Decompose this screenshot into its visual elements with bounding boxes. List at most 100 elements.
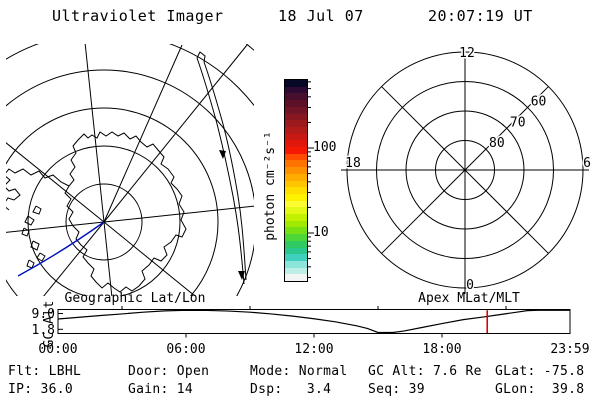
latitude-circle — [6, 107, 219, 296]
colorbar-label-10: 10 — [313, 225, 329, 240]
colorbar — [284, 79, 308, 282]
orbit-track-line — [103, 44, 183, 223]
mlt-spoke-21 — [381, 86, 466, 171]
colorbar-step-18 — [285, 200, 307, 208]
gc-alt-curve — [57, 309, 570, 334]
colorbar-step-23 — [285, 234, 307, 241]
arrow-icon — [219, 150, 226, 159]
coastline-segment — [203, 61, 247, 281]
colorbar-step-14 — [285, 173, 307, 181]
colorbar-label-100: 100 — [313, 140, 337, 155]
meridian — [103, 44, 248, 223]
meridian-lines — [6, 44, 254, 296]
colorbar-step-7 — [285, 126, 307, 134]
mlt-label-0: 0 — [466, 278, 474, 293]
colorbar-step-5 — [285, 113, 307, 121]
colorbar-ticks — [307, 81, 314, 278]
status-mode: Mode: Normal — [250, 364, 348, 379]
y-tick-label-9.0: 9.0 — [32, 307, 55, 322]
mlat-label-60: 60 — [531, 94, 547, 109]
colorbar-step-24 — [285, 240, 307, 248]
colorbar-step-29 — [285, 274, 307, 282]
mlat-label-70: 70 — [510, 115, 526, 130]
x-tick-label-12:00: 12:00 — [294, 342, 333, 357]
colorbar-step-13 — [285, 167, 307, 174]
colorbar-step-15 — [285, 180, 307, 188]
colorbar-step-12 — [285, 160, 307, 168]
colorbar-step-19 — [285, 207, 307, 215]
title-time: 20:07:19 UT — [428, 7, 533, 25]
colorbar-unit-label: photon cm⁻²s⁻¹ — [263, 131, 278, 241]
mlt-label-12: 12 — [459, 46, 475, 61]
mlt-label-18: 18 — [345, 156, 361, 171]
status-ip: IP: 36.0 — [8, 382, 74, 397]
colorbar-step-21 — [285, 220, 307, 228]
status-seq: Seq: 39 — [368, 382, 425, 397]
mlt-label-6: 6 — [583, 156, 591, 171]
gc-alt-timeline: 9.01.8 00:00 06:00 12:00 18:00 23:59 — [32, 306, 590, 357]
colorbar-step-11 — [285, 153, 307, 161]
coastline-segment — [196, 51, 206, 63]
south-america-coastline — [196, 51, 247, 285]
latitude-circle — [27, 145, 181, 296]
meridian — [103, 221, 113, 296]
meridian — [6, 142, 105, 223]
colorbar-step-16 — [285, 187, 307, 194]
app-title: Ultraviolet Imager — [52, 7, 224, 25]
colorbar-step-2 — [285, 93, 307, 101]
colorbar-step-17 — [285, 193, 307, 201]
coastline-islands — [21, 205, 46, 269]
antarctica-coastline — [6, 131, 187, 293]
meridian — [6, 221, 105, 233]
meridian — [103, 221, 196, 296]
coastline-main — [64, 131, 187, 293]
x-tick-label-00:00: 00:00 — [38, 342, 77, 357]
latitude-circles — [6, 44, 254, 296]
orbit-direction-arrows — [219, 150, 245, 280]
mlt-spoke-9 — [464, 169, 549, 254]
meridian — [84, 44, 105, 223]
ground-track-line — [17, 221, 105, 277]
colorbar-step-9 — [285, 140, 307, 148]
x-tick-label-06:00: 06:00 — [166, 342, 205, 357]
colorbar-step-0 — [285, 80, 307, 87]
status-gc-alt: GC Alt: 7.6 Re — [368, 364, 482, 379]
status-glon: GLon: 39.8 — [495, 382, 585, 397]
colorbar-step-6 — [285, 120, 307, 127]
colorbar-step-4 — [285, 106, 307, 114]
meridian — [103, 205, 254, 223]
colorbar-step-1 — [285, 86, 307, 94]
mlt-spoke-3 — [464, 86, 549, 171]
colorbar-step-10 — [285, 147, 307, 154]
status-glat: GLat: -75.8 — [495, 364, 585, 379]
colorbar-step-20 — [285, 214, 307, 221]
colorbar-step-8 — [285, 133, 307, 141]
latitude-circle — [65, 183, 143, 261]
status-gain: Gain: 14 — [128, 382, 194, 397]
colorbar-step-26 — [285, 254, 307, 261]
colorbar-step-22 — [285, 227, 307, 235]
colorbar-step-25 — [285, 247, 307, 255]
mlat-label-80: 80 — [489, 136, 505, 151]
title-date: 18 Jul 07 — [278, 7, 364, 25]
geographic-map — [6, 44, 254, 296]
colorbar-step-3 — [285, 100, 307, 107]
status-door: Door: Open — [128, 364, 210, 379]
colorbar-step-27 — [285, 260, 307, 268]
colorbar-step-28 — [285, 267, 307, 275]
mlt-spoke-15 — [381, 169, 466, 254]
status-dsp: Dsp: 3.4 — [250, 382, 332, 397]
meridian — [43, 221, 105, 296]
left-map-caption: Geographic Lat/Lon — [64, 291, 206, 306]
status-flt: Flt: LBHL — [8, 364, 82, 379]
coastline-segment — [196, 57, 245, 285]
y-tick-label-1.8: 1.8 — [32, 323, 55, 338]
x-tick-label-18:00: 18:00 — [422, 342, 461, 357]
x-tick-label-23:59: 23:59 — [550, 342, 589, 357]
arrow-icon — [238, 271, 245, 280]
coastline-peninsula — [6, 168, 70, 211]
right-map-caption: Apex MLat/MLT — [418, 291, 520, 306]
latitude-circle — [6, 69, 254, 296]
